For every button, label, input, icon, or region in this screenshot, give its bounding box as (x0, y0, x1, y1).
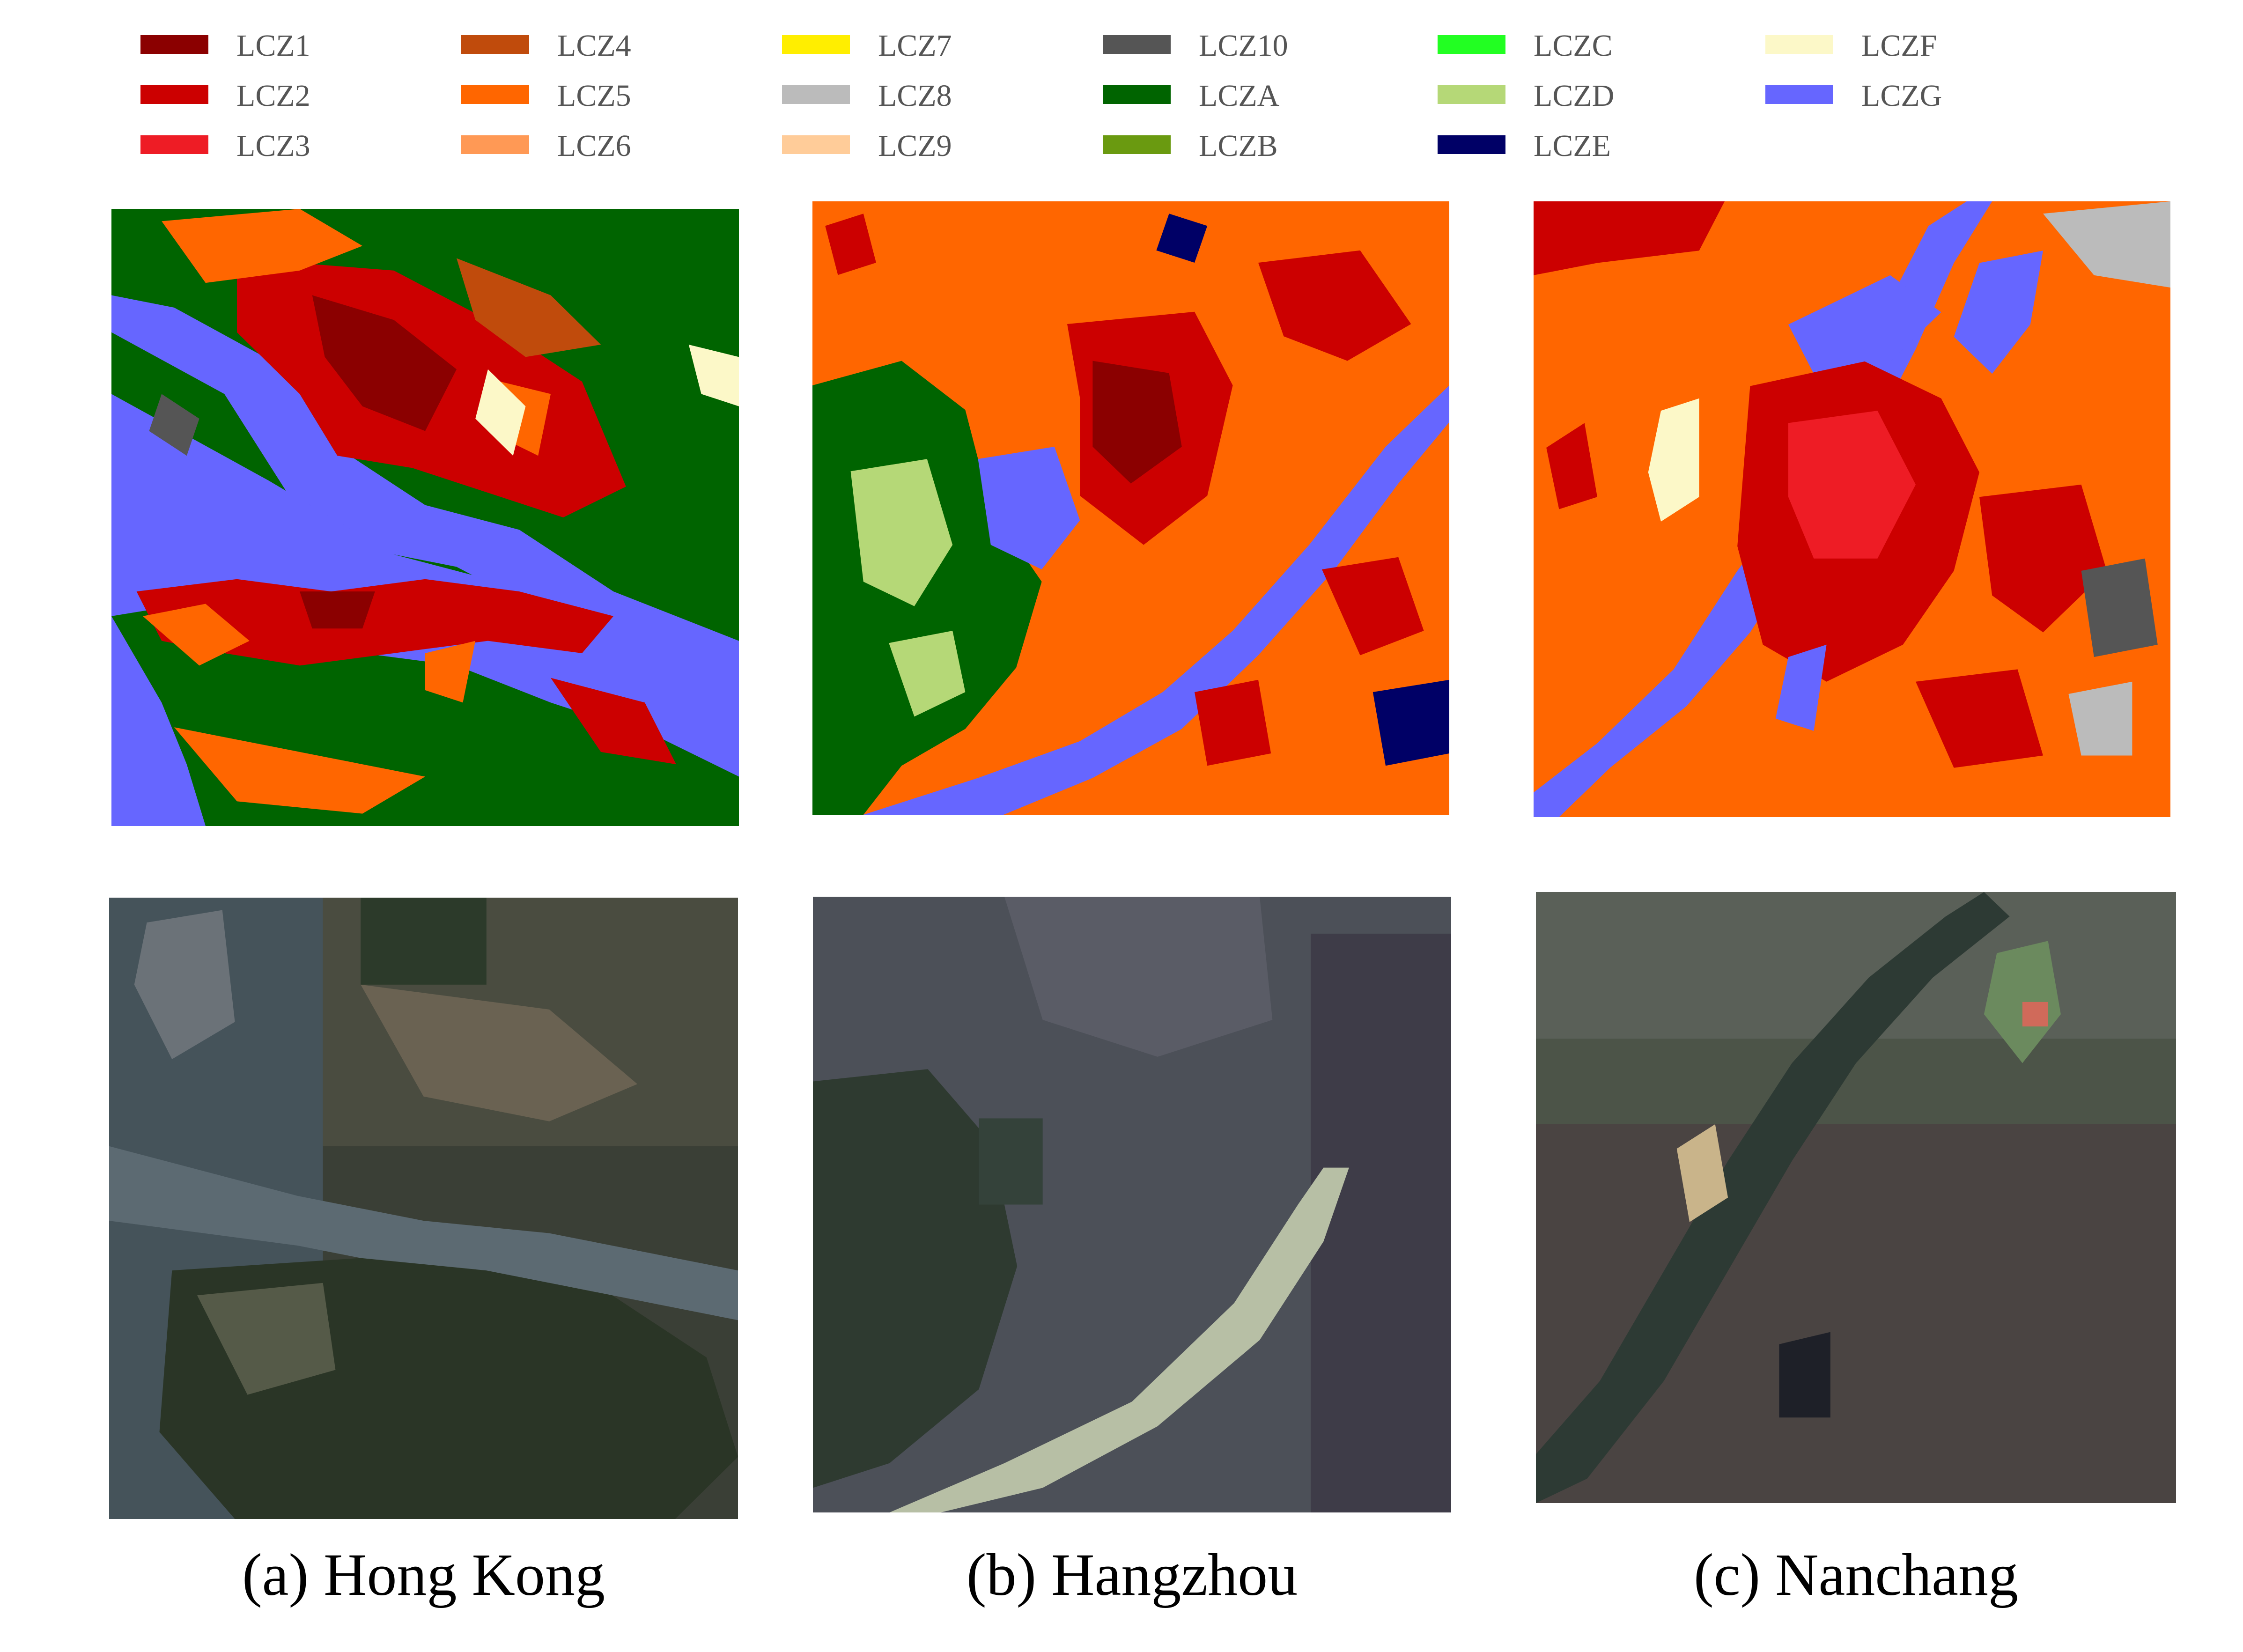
legend-swatch (1103, 135, 1171, 154)
legend-label: LCZ9 (878, 129, 952, 163)
legend-swatch (140, 135, 208, 154)
satellite-image-hangzhou (813, 897, 1451, 1512)
legend-label: LCZB (1199, 129, 1278, 163)
satellite-image-nanchang (1536, 892, 2176, 1503)
legend-swatch (1438, 35, 1505, 54)
legend-label: LCZ1 (236, 29, 310, 63)
legend-swatch (461, 135, 529, 154)
legend-swatch (140, 35, 208, 54)
legend-swatch (1765, 35, 1833, 54)
legend-swatch (1438, 85, 1505, 104)
legend-swatch (461, 35, 529, 54)
legend-label: LCZG (1861, 79, 1942, 113)
legend-label: LCZF (1861, 29, 1937, 63)
legend-swatch (1103, 85, 1171, 104)
satellite-image-hong-kong (109, 898, 738, 1519)
legend-swatch (1103, 35, 1171, 54)
legend-swatch (1765, 85, 1833, 104)
caption-hong-kong: (a) Hong Kong (242, 1541, 605, 1608)
legend-swatch (140, 85, 208, 104)
legend-label: LCZ3 (236, 129, 310, 163)
lcz-map-hong-kong (111, 209, 739, 826)
lcz-legend: LCZ1 LCZ2 LCZ3 LCZ4 LCZ5 LCZ6 LCZ7 LCZ8 LCZ9 LCZ1… (140, 26, 2014, 166)
legend-label: LCZ4 (557, 29, 631, 63)
caption-hangzhou: (b) Hangzhou (966, 1541, 1298, 1608)
legend-label: LCZE (1534, 129, 1611, 163)
lcz-map-hangzhou (812, 201, 1449, 815)
legend-label: LCZ5 (557, 79, 631, 113)
caption-nanchang: (c) Nanchang (1694, 1541, 2018, 1608)
legend-swatch (461, 85, 529, 104)
legend-label: LCZ2 (236, 79, 310, 113)
legend-swatch (782, 135, 850, 154)
lcz-map-nanchang (1534, 201, 2170, 817)
legend-swatch (782, 85, 850, 104)
legend-swatch (782, 35, 850, 54)
legend-label: LCZ8 (878, 79, 952, 113)
legend-swatch (1438, 135, 1505, 154)
legend-label: LCZA (1199, 79, 1280, 113)
legend-label: LCZ6 (557, 129, 631, 163)
legend-label: LCZC (1534, 29, 1613, 63)
legend-label: LCZD (1534, 79, 1615, 113)
legend-label: LCZ7 (878, 29, 952, 63)
legend-label: LCZ10 (1199, 29, 1288, 63)
